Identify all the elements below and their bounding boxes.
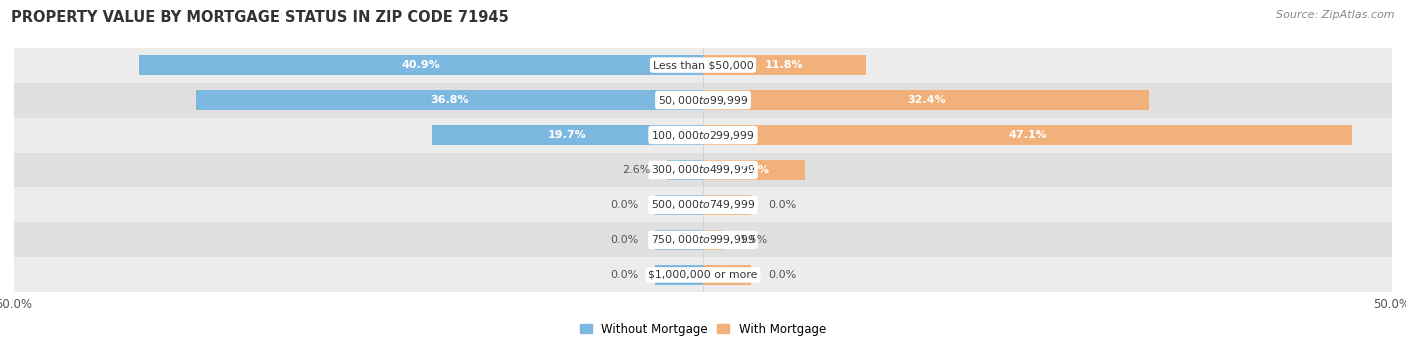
Text: $1,000,000 or more: $1,000,000 or more — [648, 270, 758, 280]
Text: 1.5%: 1.5% — [740, 235, 769, 245]
Bar — [703, 55, 866, 75]
Bar — [432, 125, 703, 145]
Text: 0.0%: 0.0% — [610, 235, 638, 245]
Bar — [703, 230, 724, 250]
Bar — [195, 90, 703, 110]
Bar — [14, 48, 1392, 83]
Text: PROPERTY VALUE BY MORTGAGE STATUS IN ZIP CODE 71945: PROPERTY VALUE BY MORTGAGE STATUS IN ZIP… — [11, 10, 509, 25]
Text: $750,000 to $999,999: $750,000 to $999,999 — [651, 234, 755, 246]
Text: 2.6%: 2.6% — [623, 165, 651, 175]
Text: 47.1%: 47.1% — [1008, 130, 1047, 140]
Text: 0.0%: 0.0% — [610, 200, 638, 210]
Bar — [703, 125, 1353, 145]
Bar — [703, 265, 751, 285]
Text: $500,000 to $749,999: $500,000 to $749,999 — [651, 199, 755, 211]
Legend: Without Mortgage, With Mortgage: Without Mortgage, With Mortgage — [575, 318, 831, 340]
Bar — [703, 160, 806, 180]
Bar — [14, 83, 1392, 118]
Text: Less than $50,000: Less than $50,000 — [652, 60, 754, 70]
Text: $300,000 to $499,999: $300,000 to $499,999 — [651, 164, 755, 176]
Bar — [668, 160, 703, 180]
Bar — [703, 195, 751, 215]
Text: Source: ZipAtlas.com: Source: ZipAtlas.com — [1277, 10, 1395, 20]
Text: 36.8%: 36.8% — [430, 95, 468, 105]
Text: 11.8%: 11.8% — [765, 60, 804, 70]
Bar — [14, 118, 1392, 153]
Text: 0.0%: 0.0% — [768, 270, 796, 280]
Bar — [655, 265, 703, 285]
Text: 40.9%: 40.9% — [402, 60, 440, 70]
Bar — [14, 187, 1392, 222]
Text: $100,000 to $299,999: $100,000 to $299,999 — [651, 129, 755, 141]
Bar — [139, 55, 703, 75]
Text: 0.0%: 0.0% — [768, 200, 796, 210]
Bar — [703, 90, 1150, 110]
Text: 19.7%: 19.7% — [548, 130, 586, 140]
Text: 32.4%: 32.4% — [907, 95, 945, 105]
Bar — [655, 230, 703, 250]
Text: 7.4%: 7.4% — [738, 165, 769, 175]
Text: 0.0%: 0.0% — [610, 270, 638, 280]
Bar — [655, 195, 703, 215]
Text: $50,000 to $99,999: $50,000 to $99,999 — [658, 94, 748, 106]
Bar — [14, 153, 1392, 187]
Bar — [14, 222, 1392, 257]
Bar — [14, 257, 1392, 292]
